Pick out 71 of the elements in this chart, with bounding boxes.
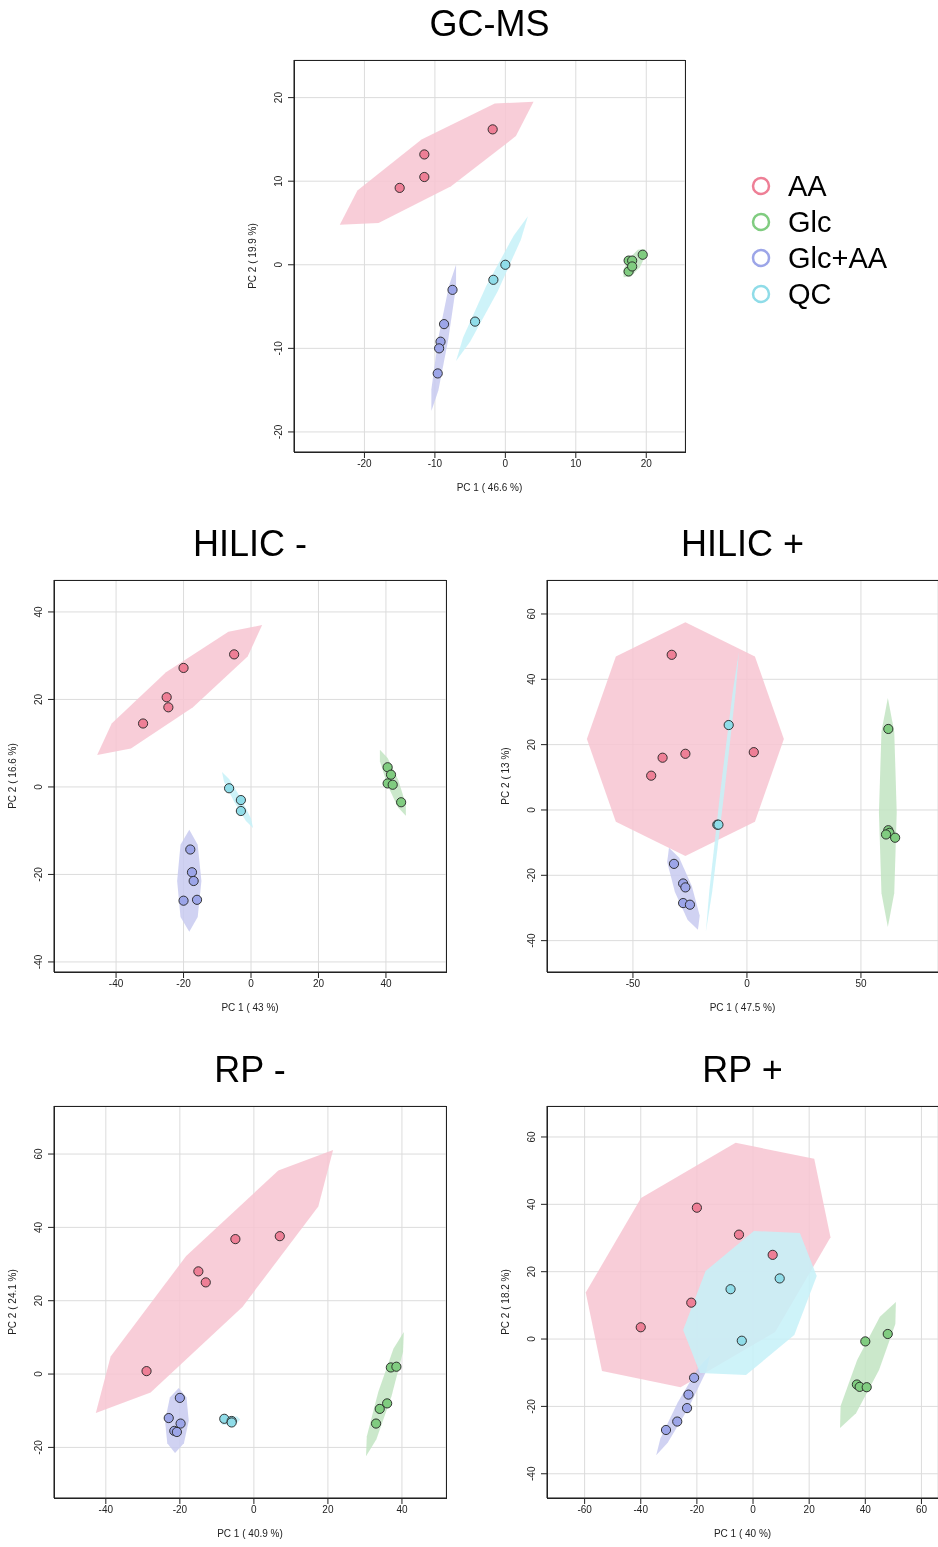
y-tick-label: 20 bbox=[33, 693, 44, 705]
x-tick-label: -40 bbox=[633, 1504, 649, 1516]
x-axis-title: PC 1 ( 43 %) bbox=[221, 1002, 279, 1013]
x-tick-label: 0 bbox=[248, 978, 255, 990]
y-tick-label: -20 bbox=[33, 1439, 44, 1455]
y-tick-label: 60 bbox=[526, 1130, 537, 1143]
legend-label: AA bbox=[788, 169, 827, 203]
chart-title: HILIC - bbox=[192, 522, 308, 566]
y-axis-title: PC 2 ( 13 %) bbox=[499, 747, 511, 805]
legend-label: QC bbox=[788, 277, 832, 311]
y-tick-label: 60 bbox=[526, 607, 537, 620]
x-tick-label: 50 bbox=[855, 978, 867, 990]
x-tick-label: -20 bbox=[357, 458, 373, 470]
x-tick-label: 0 bbox=[750, 1504, 757, 1516]
x-axis-title: PC 1 ( 40 %) bbox=[713, 1528, 772, 1539]
x-tick-label: 40 bbox=[859, 1504, 872, 1516]
y-tick-label: 40 bbox=[33, 605, 44, 618]
x-tick-label: -20 bbox=[176, 978, 192, 990]
x-tick-label: -10 bbox=[427, 458, 443, 470]
chart-title: HILIC + bbox=[679, 522, 805, 566]
y-tick-label: 20 bbox=[526, 738, 537, 751]
x-tick-label: 20 bbox=[312, 978, 325, 990]
y-axis-title: PC 2 ( 16.6 %) bbox=[6, 743, 18, 809]
y-tick-label: 40 bbox=[526, 1198, 537, 1210]
x-tick-label: 40 bbox=[380, 978, 392, 990]
x-tick-label: 60 bbox=[915, 1504, 928, 1516]
y-tick-label: 20 bbox=[526, 1265, 537, 1278]
x-axis-title: PC 1 ( 40.9 %) bbox=[217, 1528, 283, 1539]
y-axis-title: PC 2 ( 18.2 %) bbox=[499, 1269, 511, 1335]
x-tick-label: 20 bbox=[322, 1504, 334, 1516]
x-tick-label: -40 bbox=[98, 1504, 114, 1516]
x-tick-label: 0 bbox=[251, 1504, 258, 1516]
y-tick-label: -40 bbox=[33, 954, 44, 970]
x-tick-label: -40 bbox=[108, 978, 124, 990]
chart-title: GC-MS bbox=[428, 7, 551, 46]
x-tick-label: -20 bbox=[172, 1504, 188, 1516]
y-tick-label: 20 bbox=[33, 1294, 44, 1307]
x-tick-label: -50 bbox=[625, 978, 641, 990]
y-tick-label: 0 bbox=[526, 806, 537, 813]
x-tick-label: 10 bbox=[570, 458, 582, 470]
y-tick-label: -10 bbox=[273, 340, 284, 356]
y-tick-label: -40 bbox=[526, 932, 537, 948]
y-tick-label: 0 bbox=[33, 783, 44, 790]
x-tick-label: -20 bbox=[689, 1504, 705, 1516]
x-tick-label: 40 bbox=[396, 1504, 408, 1516]
y-axis-title: PC 2 ( 19.9 %) bbox=[246, 223, 258, 289]
y-tick-label: 0 bbox=[273, 261, 284, 268]
legend-label: Glc+AA bbox=[788, 241, 888, 275]
x-tick-label: 0 bbox=[502, 458, 509, 470]
y-tick-label: -20 bbox=[273, 424, 284, 440]
y-tick-label: 0 bbox=[33, 1370, 44, 1377]
y-tick-label: 40 bbox=[526, 673, 537, 685]
y-tick-label: -20 bbox=[526, 867, 537, 883]
y-tick-label: 10 bbox=[273, 175, 284, 187]
x-tick-label: 20 bbox=[803, 1504, 816, 1516]
x-axis-title: PC 1 ( 47.5 %) bbox=[709, 1002, 776, 1013]
y-axis-title: PC 2 ( 24.1 %) bbox=[6, 1269, 18, 1335]
chart-title: RP - bbox=[213, 1048, 287, 1092]
y-tick-label: -40 bbox=[526, 1466, 537, 1481]
y-tick-label: 0 bbox=[526, 1335, 537, 1342]
chart-title: RP + bbox=[701, 1048, 784, 1092]
x-tick-label: 0 bbox=[744, 978, 751, 990]
x-axis-title: PC 1 ( 46.6 %) bbox=[456, 482, 523, 493]
y-tick-label: -20 bbox=[526, 1398, 537, 1414]
x-tick-label: -60 bbox=[577, 1504, 593, 1516]
y-tick-label: 20 bbox=[273, 91, 284, 104]
x-tick-label: 20 bbox=[640, 458, 653, 470]
y-tick-label: 60 bbox=[33, 1148, 44, 1160]
legend-label: Glc bbox=[788, 205, 832, 239]
y-tick-label: -20 bbox=[33, 866, 44, 882]
y-tick-label: 40 bbox=[33, 1221, 44, 1233]
